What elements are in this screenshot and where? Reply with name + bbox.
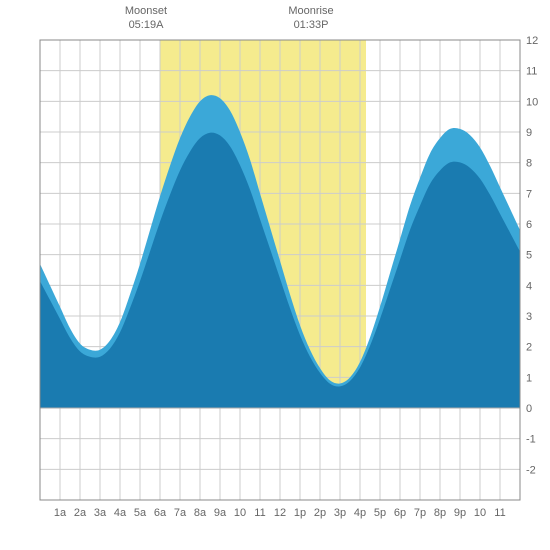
x-tick-label: 2p [314,507,326,519]
x-tick-label: 5p [374,507,386,519]
moonset-title: Moonset [106,4,186,18]
x-tick-label: 7p [414,507,426,519]
y-tick-label: 6 [526,219,532,231]
tide-chart: -2-101234567891011121a2a3a4a5a6a7a8a9a10… [0,0,550,550]
x-tick-label: 1p [294,507,306,519]
y-tick-label: 1 [526,372,532,384]
y-tick-label: 0 [526,403,532,415]
x-tick-label: 8a [194,507,207,519]
y-tick-label: 7 [526,188,532,200]
x-tick-label: 6a [154,507,167,519]
x-tick-label: 11 [254,507,265,519]
y-tick-label: 11 [526,66,537,78]
y-tick-label: 4 [526,280,532,292]
x-tick-label: 9a [214,507,227,519]
x-tick-label: 6p [394,507,406,519]
moonrise-annotation: Moonrise01:33P [271,4,351,33]
x-tick-label: 4p [354,507,366,519]
moonset-annotation: Moonset05:19A [106,4,186,33]
y-tick-label: -1 [526,434,536,446]
y-tick-label: 3 [526,311,532,323]
y-tick-label: 5 [526,250,532,262]
x-tick-label: 2a [74,507,87,519]
x-tick-label: 8p [434,507,446,519]
moonset-time: 05:19A [106,18,186,32]
y-tick-label: -2 [526,464,536,476]
x-tick-label: 7a [174,507,187,519]
x-tick-label: 11 [494,507,505,519]
y-tick-label: 12 [526,35,538,47]
x-tick-label: 12 [274,507,286,519]
x-tick-label: 9p [454,507,466,519]
x-tick-label: 10 [234,507,246,519]
x-tick-label: 1a [54,507,67,519]
x-tick-label: 5a [134,507,147,519]
y-tick-label: 9 [526,127,532,139]
y-tick-label: 8 [526,158,532,170]
moonrise-title: Moonrise [271,4,351,18]
y-tick-label: 10 [526,96,538,108]
moonrise-time: 01:33P [271,18,351,32]
x-tick-label: 3p [334,507,346,519]
x-tick-label: 4a [114,507,127,519]
x-tick-label: 3a [94,507,107,519]
x-tick-label: 10 [474,507,486,519]
y-tick-label: 2 [526,342,532,354]
chart-svg: -2-101234567891011121a2a3a4a5a6a7a8a9a10… [0,0,550,550]
